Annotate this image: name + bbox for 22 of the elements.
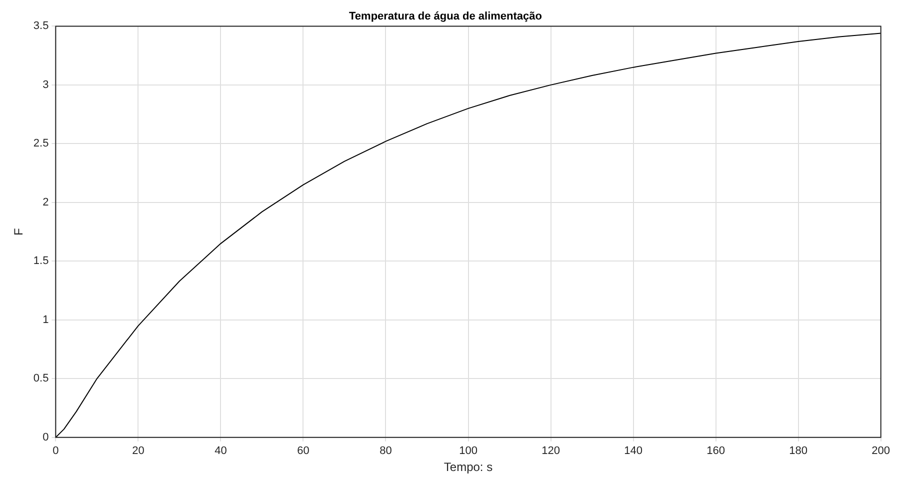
x-tick-label: 120	[542, 445, 560, 458]
y-tick-label: 2.5	[33, 138, 49, 150]
x-tick-label: 100	[459, 445, 478, 458]
x-tick-label: 140	[624, 445, 642, 458]
x-tick-label: 60	[297, 445, 310, 458]
x-tick-label: 180	[789, 445, 808, 458]
y-tick-label: 3	[42, 78, 49, 91]
y-tick-label: 2	[42, 196, 49, 208]
y-tick-label: 0	[42, 431, 49, 444]
x-tick-label: 20	[132, 445, 144, 458]
y-axis-title: F	[12, 228, 26, 236]
x-tick-label: 80	[380, 445, 392, 458]
x-tick-label: 0	[52, 445, 59, 458]
y-tick-label: 1.5	[33, 255, 49, 268]
x-tick-label: 160	[706, 445, 725, 458]
x-tick-label: 40	[214, 445, 227, 458]
x-axis-title: Tempo: s	[444, 460, 493, 474]
chart-title: Temperatura de água de alimentação	[349, 10, 542, 23]
y-tick-label: 1	[42, 314, 49, 326]
y-tick-label: 3.5	[33, 20, 49, 32]
y-tick-label: 0.5	[33, 372, 49, 385]
x-tick-label: 200	[872, 445, 890, 458]
